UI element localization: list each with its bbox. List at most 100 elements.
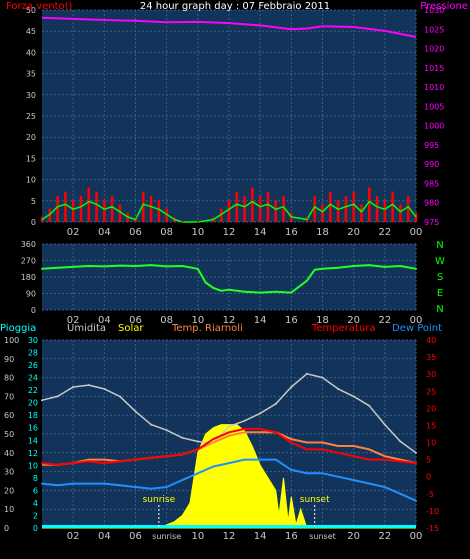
humidity-point — [321, 376, 324, 379]
humidity-point — [150, 423, 153, 426]
legend-entry: Solar — [118, 323, 144, 334]
wind-point — [173, 216, 176, 219]
x-tick-label: 10 — [191, 315, 204, 326]
legend-entry: Temperatura — [311, 323, 376, 334]
humidity-point — [165, 429, 168, 432]
wind-direction-point — [274, 290, 277, 293]
solar-area — [42, 424, 416, 529]
humidity-point — [352, 395, 355, 398]
wind-direction-point — [56, 266, 59, 269]
wind-point — [399, 204, 402, 206]
rain-bar — [42, 525, 416, 528]
y-tick-rain: 0 — [33, 524, 38, 533]
y-tick-right: 1005 — [424, 102, 444, 111]
wind-point — [391, 191, 394, 194]
wind-point — [352, 191, 355, 194]
x-tick-label: 04 — [98, 227, 111, 238]
humidity-point — [368, 404, 371, 407]
wind-direction-point — [134, 265, 137, 267]
y-tick-left: 15 — [26, 154, 36, 163]
y-tick-right: 985 — [424, 179, 439, 188]
humidity-point — [243, 419, 246, 422]
dew-point-point — [383, 486, 386, 488]
humidity-point — [87, 384, 90, 387]
x-tick-label: 16 — [285, 227, 298, 238]
dew-point-point — [259, 458, 262, 461]
y-tick-left: 5 — [31, 197, 36, 206]
y-tick-humidity: 70 — [4, 392, 14, 401]
dew-point-point — [274, 458, 277, 461]
wind-point — [64, 191, 67, 194]
wind-point — [329, 191, 332, 194]
y-tick-right: 995 — [424, 141, 439, 150]
wind-direction-point — [220, 289, 223, 292]
dew-point-point — [415, 499, 417, 502]
compass-label: N — [436, 304, 443, 315]
wind-direction-point — [415, 267, 417, 270]
dew-point-point — [150, 487, 153, 490]
y-tick-temp: -5 — [426, 490, 434, 499]
dew-point-point — [368, 482, 371, 485]
x-tick-label: 02 — [67, 531, 80, 542]
wind-average-line — [41, 200, 417, 223]
x-tick-label: 10 — [191, 531, 204, 542]
wind-direction-point — [259, 291, 262, 294]
wind-point — [157, 199, 160, 202]
x-tick-label: 16 — [285, 315, 298, 326]
y-tick-temp: 40 — [426, 336, 436, 345]
temperature-point — [228, 431, 230, 434]
wind-direction-point — [118, 264, 121, 267]
x-tick-label: 22 — [378, 531, 391, 542]
pressure-line — [41, 16, 417, 38]
temperature-point — [383, 458, 386, 461]
humidity-point — [399, 440, 402, 443]
y-tick-temp: 10 — [426, 439, 436, 448]
x-tick-label: 06 — [129, 227, 142, 238]
wind-direction-point — [243, 290, 246, 293]
temperature-point — [196, 448, 199, 451]
temperature-point — [352, 455, 355, 458]
wind-point — [80, 195, 82, 198]
y-tick-humidity: 20 — [4, 486, 14, 495]
y-tick-rain: 30 — [28, 336, 38, 345]
humidity-point — [181, 436, 184, 439]
dew-point-point — [352, 479, 355, 482]
x-tick-label: 10 — [191, 227, 204, 238]
wind-point — [165, 208, 168, 211]
y-tick-rain: 26 — [28, 361, 38, 370]
y-tick-right: 1020 — [424, 45, 444, 54]
y-tick-left: 20 — [26, 133, 36, 142]
dew-point-point — [228, 462, 230, 465]
y-tick-right: 1025 — [424, 25, 444, 34]
wind-point — [243, 195, 246, 198]
y-tick-humidity: 50 — [4, 430, 14, 439]
wind-point — [118, 204, 121, 206]
x-tick-label: 22 — [378, 227, 391, 238]
y-tick-humidity: 60 — [4, 411, 14, 420]
wind-point — [368, 187, 371, 190]
y-tick-humidity: 0 — [4, 524, 9, 533]
y-tick-right: 1015 — [424, 64, 444, 73]
y-tick-humidity: 80 — [4, 374, 14, 383]
wind-point — [103, 199, 106, 202]
dew-point-point — [399, 492, 402, 495]
dew-point-point — [56, 484, 59, 487]
sun-marker-label: sunset — [300, 495, 330, 505]
temperature-point — [415, 462, 417, 465]
humidity-point — [383, 423, 386, 426]
wind-point — [72, 199, 75, 202]
temperature-point — [337, 451, 340, 454]
y-tick-temp: 5 — [426, 456, 431, 465]
wind-point — [282, 195, 285, 198]
wind-point — [305, 216, 308, 219]
x-tick-label: 14 — [254, 531, 267, 542]
x-tick-label: 18 — [316, 227, 329, 238]
wind-direction-point — [290, 291, 293, 294]
wind-direction-point — [103, 265, 106, 268]
y-tick-temp: -10 — [426, 507, 439, 516]
y-tick-left: 30 — [26, 91, 36, 100]
dew-point-point — [243, 458, 246, 461]
x-tick-label: 04 — [98, 531, 111, 542]
